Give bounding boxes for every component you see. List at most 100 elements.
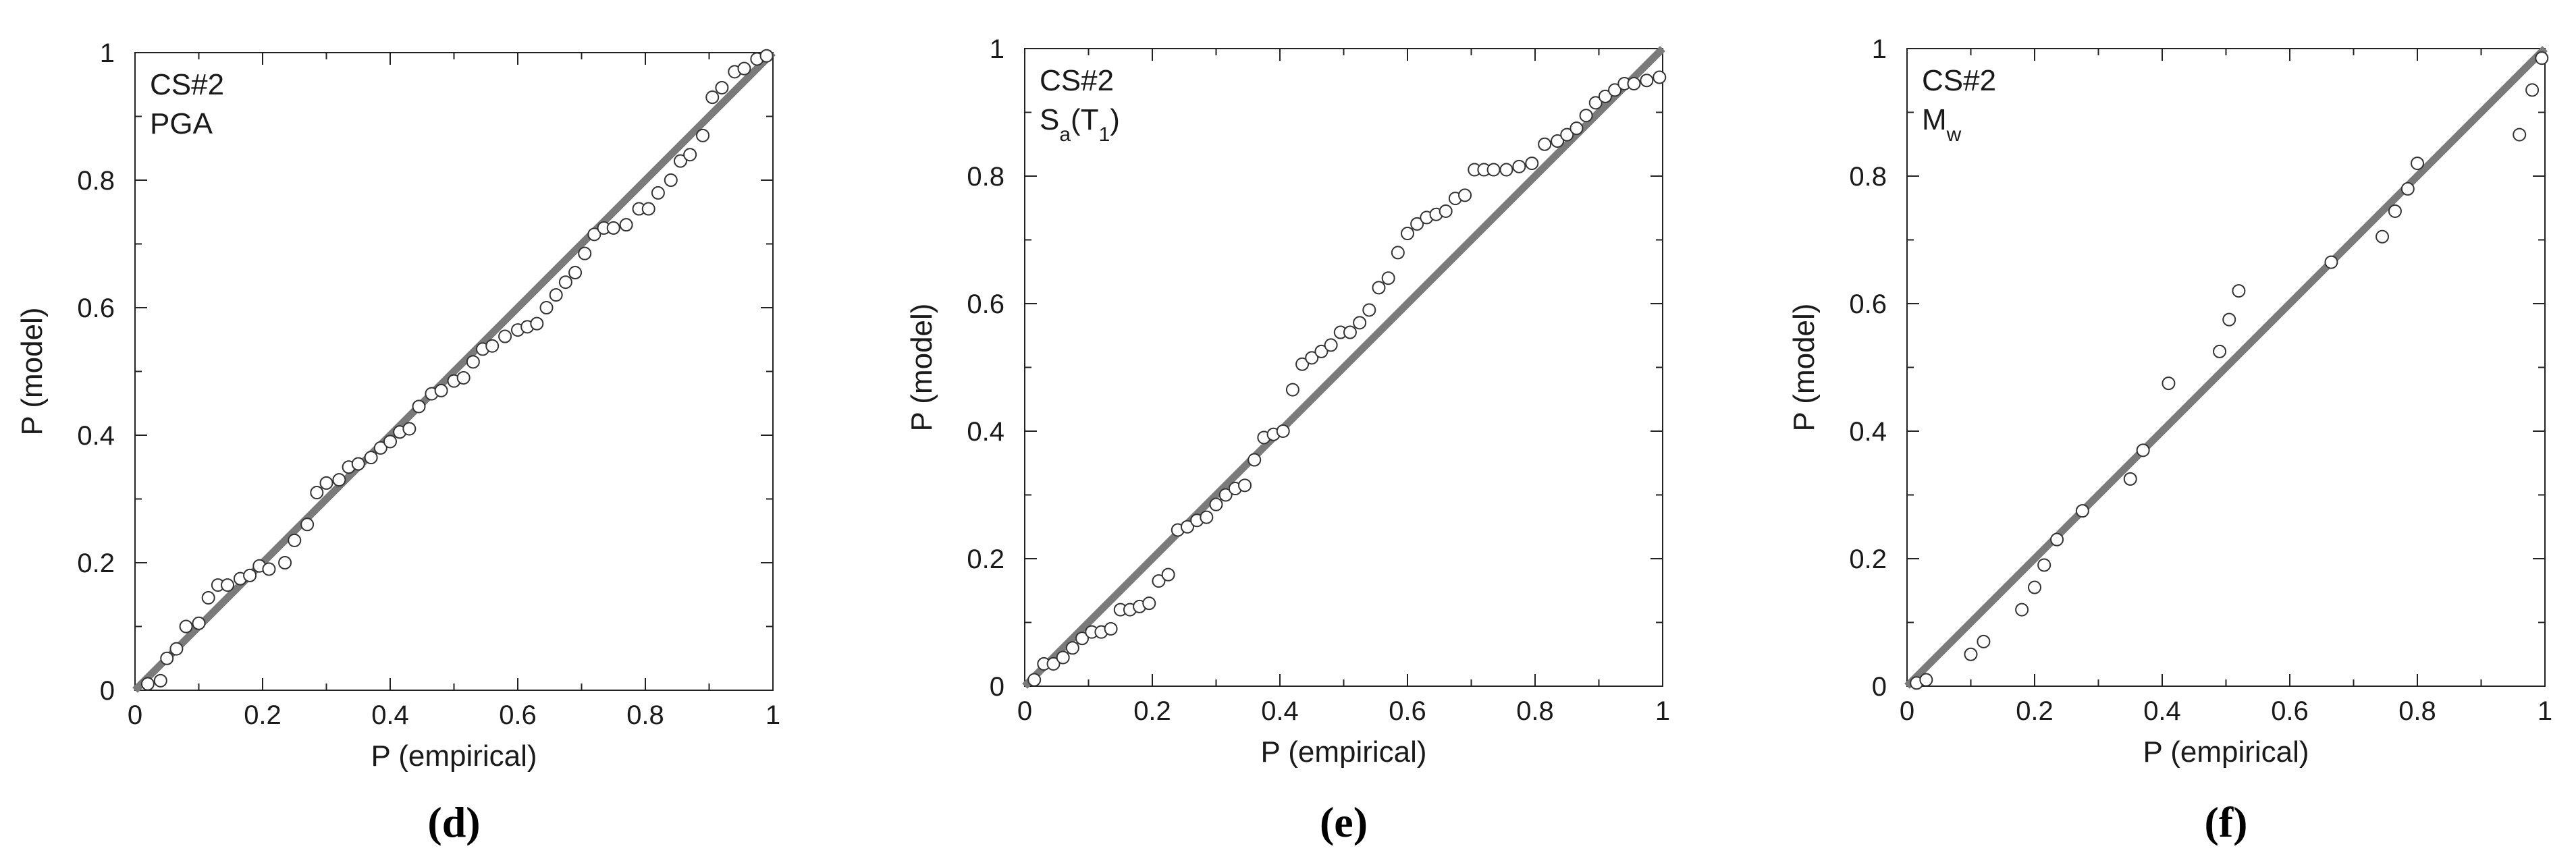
data-point [1964, 647, 1978, 661]
panel-tag: (f) [2205, 798, 2248, 846]
data-point [160, 651, 174, 665]
x-axis-title: P (empirical) [2143, 735, 2309, 769]
data-point [1458, 188, 1472, 202]
y-tick-label: 0.2 [1849, 545, 1887, 574]
data-point [1381, 271, 1395, 285]
data-point [2324, 255, 2338, 269]
data-point [737, 61, 751, 76]
data-point [1161, 567, 1175, 582]
data-point [1588, 96, 1603, 110]
data-point [456, 370, 471, 385]
panel-annotation: Mw [1922, 103, 1962, 146]
data-point [664, 173, 678, 187]
data-point [243, 568, 257, 582]
data-point [715, 80, 729, 94]
x-tick-label: 0.8 [626, 700, 664, 730]
panel-annotation: CS#2 [1040, 64, 1114, 97]
y-tick-label: 1 [100, 38, 115, 68]
data-point [2050, 532, 2064, 547]
x-axis-title: P (empirical) [371, 740, 537, 773]
x-tick-label: 0 [128, 700, 142, 730]
data-point [1343, 325, 1357, 339]
data-point [2123, 472, 2137, 486]
y-tick-label: 0 [990, 672, 1004, 702]
data-point [1180, 520, 1194, 534]
y-tick-label: 0 [100, 676, 115, 706]
data-point [1608, 83, 1622, 97]
data-point [1285, 383, 1299, 397]
data-point [651, 186, 665, 200]
data-point [696, 128, 710, 142]
data-point [587, 227, 601, 242]
data-point [568, 266, 583, 280]
data-point [300, 518, 315, 532]
data-point [1512, 159, 1526, 173]
x-tick-label: 0.8 [2398, 696, 2436, 726]
y-tick-label: 0.4 [77, 421, 115, 451]
data-point [179, 619, 193, 634]
panel-annotation: CS#2 [150, 68, 224, 101]
data-point [1238, 478, 1252, 493]
data-point [1104, 621, 1118, 636]
y-tick-label: 0.8 [1849, 162, 1887, 192]
data-point [683, 148, 697, 162]
y-axis-title: P (model) [1788, 304, 1821, 432]
panel-tag: (d) [427, 798, 480, 846]
data-point [1372, 281, 1386, 295]
data-point [1551, 134, 1565, 148]
data-point [1362, 303, 1376, 317]
data-point [1439, 204, 1453, 218]
panel-annotation: Sa(T1) [1040, 103, 1120, 146]
data-point [530, 316, 544, 331]
data-point [673, 154, 687, 168]
data-point [1391, 246, 1405, 260]
data-point [2037, 558, 2051, 572]
y-tick-label: 0.2 [967, 545, 1004, 574]
y-tick-label: 0.8 [967, 162, 1004, 192]
data-point [1276, 424, 1290, 438]
y-tick-label: 1 [1872, 34, 1887, 64]
x-tick-label: 0.4 [371, 700, 409, 730]
x-tick-label: 0.2 [244, 700, 281, 730]
data-point [578, 246, 592, 260]
data-point [759, 49, 774, 63]
data-point [2388, 204, 2402, 218]
data-point [1640, 74, 1654, 88]
chart-panel-2: 0 0.2 0.4 0.6 0.8 1 0 0.2 0.4 0.6 0.8 1 P (empirical… [905, 34, 1670, 846]
data-point [262, 562, 276, 576]
data-point [140, 677, 155, 691]
x-tick-label: 0.6 [1389, 696, 1426, 726]
data-point [2162, 376, 2176, 391]
data-point [705, 90, 720, 105]
data-point [1401, 227, 1414, 241]
data-point [1152, 574, 1166, 588]
data-point [351, 457, 365, 471]
data-point [549, 288, 563, 302]
x-tick-label: 1 [2538, 696, 2552, 726]
data-point [2376, 229, 2390, 244]
x-tick-label: 0 [1900, 696, 1914, 726]
data-point [1075, 632, 1090, 646]
data-point [319, 476, 333, 490]
data-point [2513, 128, 2527, 142]
x-tick-label: 1 [1655, 696, 1670, 726]
data-point [539, 301, 554, 314]
reference-line [132, 50, 776, 693]
data-point [2411, 157, 2424, 171]
x-tick-label: 0.2 [2016, 696, 2054, 726]
data-point [221, 578, 235, 592]
data-point [2525, 83, 2540, 97]
data-point [364, 451, 378, 465]
x-tick-label: 0.6 [2271, 696, 2309, 726]
data-point [1486, 163, 1501, 177]
y-tick-label: 0.8 [77, 166, 115, 196]
y-axis-title: P (model) [16, 308, 49, 436]
data-point [1209, 497, 1223, 511]
data-point [1499, 163, 1513, 177]
panel-tag: (e) [1320, 798, 1368, 846]
y-axis-title: P (model) [905, 304, 938, 432]
data-point [201, 590, 215, 605]
data-point [466, 355, 480, 369]
data-point [1056, 650, 1070, 665]
